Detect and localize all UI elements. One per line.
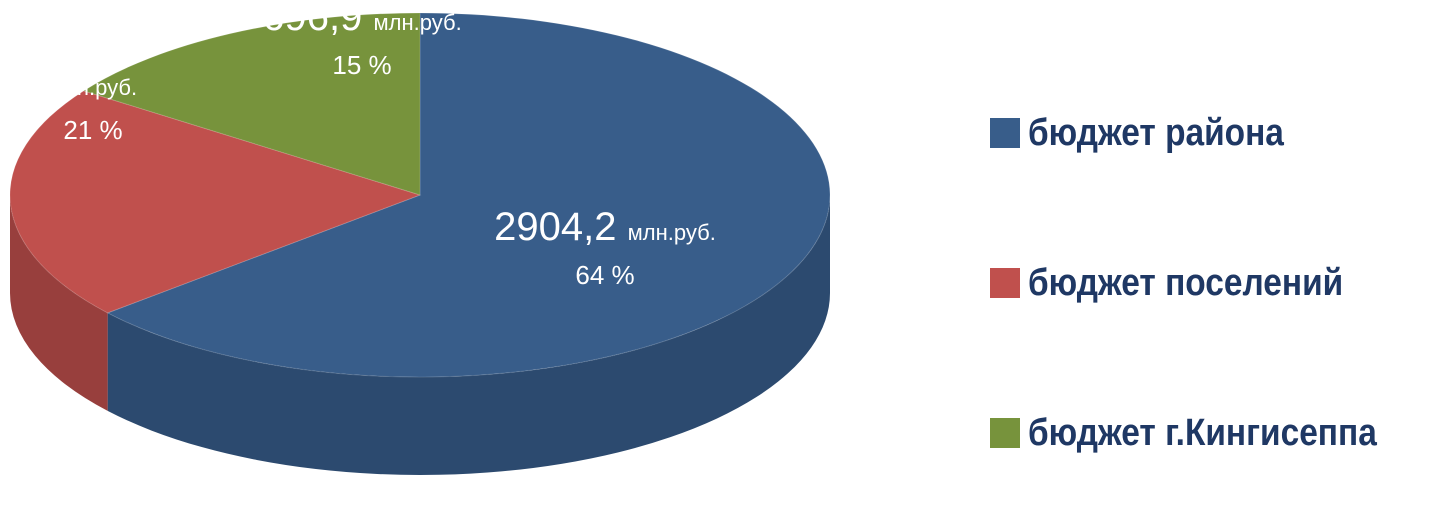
legend-swatch: [990, 418, 1020, 448]
slice-percent-label: 15 %: [332, 50, 391, 80]
legend-label: бюджет поселений: [1028, 261, 1344, 304]
pie-slice-0: [106, 12, 831, 378]
slice-percent-label: 64 %: [575, 260, 634, 290]
legend-item-kingisepp: бюджет г.Кингисеппа: [990, 358, 1424, 508]
legend-item-district: бюджет района: [990, 58, 1424, 208]
slice-value-label: 2904,2 млн.руб.: [494, 205, 716, 249]
pie-labels: 2904,2 млн.руб. 64 % млн.руб. 21 % 696,9 млн…: [49, 0, 716, 290]
legend-label: бюджет г.Кингисеппа: [1028, 411, 1377, 454]
legend-item-settlements: бюджет поселений: [990, 208, 1424, 358]
legend-label: бюджет района: [1028, 111, 1284, 154]
slice-value-label: 696,9 млн.руб.: [262, 0, 461, 39]
pie-side-0: [107, 195, 830, 475]
pie-slices: [9, 12, 831, 378]
legend: бюджет района бюджет поселений бюджет г.…: [990, 58, 1424, 508]
slice-percent-label: 21 %: [63, 115, 122, 145]
pie-sides: [10, 195, 830, 475]
pie-side-1: [10, 195, 108, 411]
pie-slice-2: [82, 12, 421, 196]
legend-swatch: [990, 118, 1020, 148]
legend-swatch: [990, 268, 1020, 298]
slice-value-label: млн.руб.: [49, 75, 137, 100]
pie-slice-1: [9, 90, 422, 314]
